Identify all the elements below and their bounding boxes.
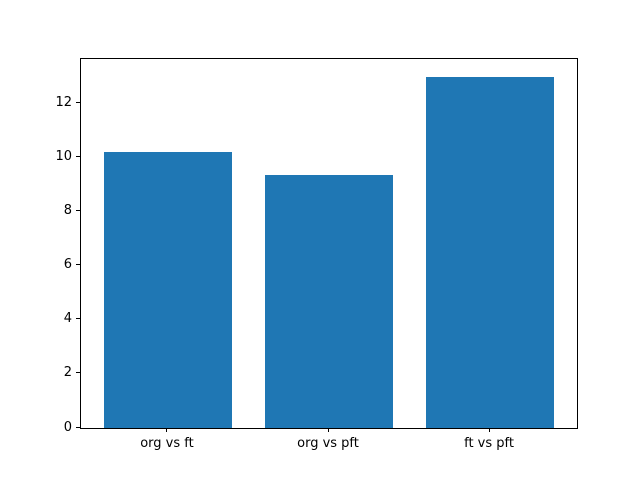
y-axis-tick-mark <box>76 156 80 158</box>
bar-org-vs-ft <box>103 152 233 428</box>
x-axis-tick-label: org vs ft <box>140 436 194 451</box>
y-axis-tick-label: 6 <box>63 257 72 273</box>
y-axis-tick-mark <box>76 264 80 266</box>
y-axis-tick-label: 10 <box>55 149 72 165</box>
bar-ft-vs-pft <box>425 76 555 428</box>
y-axis-tick-label: 0 <box>63 419 72 435</box>
x-axis-tick-mark <box>488 428 490 432</box>
y-axis-tick-mark <box>76 102 80 104</box>
bar-org-vs-pft <box>264 175 394 428</box>
plot-area <box>80 58 578 429</box>
x-axis-tick-label: org vs pft <box>297 436 359 451</box>
y-axis-tick-label: 2 <box>63 365 72 381</box>
y-axis-tick-mark <box>76 372 80 374</box>
y-axis-tick-label: 8 <box>63 203 72 219</box>
x-axis-tick-mark <box>327 428 329 432</box>
y-axis-tick-mark <box>76 426 80 428</box>
y-axis-tick-mark <box>76 318 80 320</box>
y-axis-tick-label: 12 <box>55 95 72 111</box>
x-axis-tick-mark <box>166 428 168 432</box>
y-axis-tick-mark <box>76 210 80 212</box>
y-axis-tick-label: 4 <box>63 311 72 327</box>
x-axis-tick-label: ft vs pft <box>464 436 514 451</box>
